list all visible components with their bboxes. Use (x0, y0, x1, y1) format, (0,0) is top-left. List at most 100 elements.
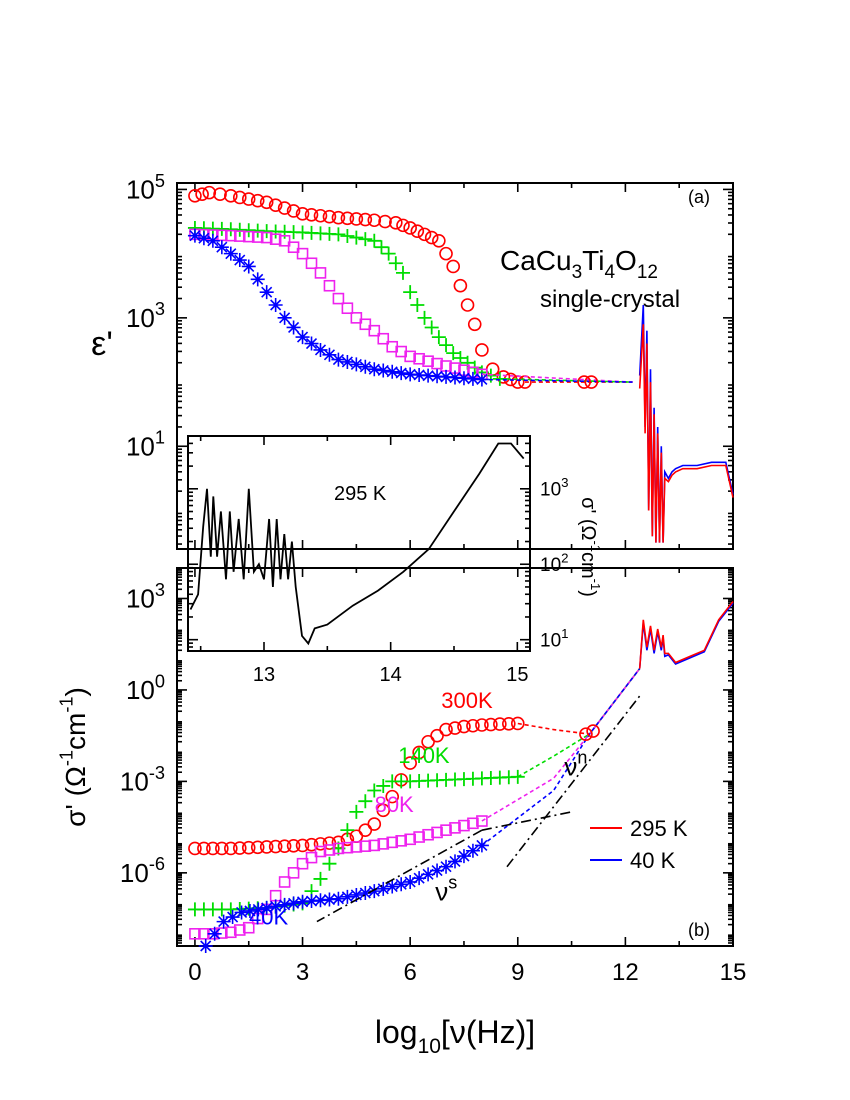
data-point (295, 330, 310, 345)
data-point (377, 332, 390, 345)
data-point (359, 840, 372, 852)
data-point (493, 717, 507, 731)
data-point (466, 718, 480, 733)
data-point (586, 724, 600, 738)
panel-b-y-axis-label: σ' (Ω-1cm-1) (56, 687, 91, 827)
temperature-label: 40K (249, 905, 288, 930)
data-point (232, 190, 247, 205)
data-point (421, 368, 436, 383)
data-point (510, 769, 525, 784)
data-point (277, 897, 292, 912)
data-point (388, 256, 403, 271)
data-point (322, 209, 337, 224)
data-point (350, 841, 363, 853)
data-point (304, 837, 319, 852)
data-point (259, 900, 274, 915)
data-point (313, 893, 328, 908)
data-point (224, 841, 238, 856)
material-formula: CaCu3Ti4O12 (500, 245, 658, 283)
data-point (395, 265, 410, 280)
data-point (232, 841, 247, 855)
data-point (412, 871, 427, 886)
data-point (233, 924, 246, 936)
data-point (389, 216, 403, 230)
data-point (295, 207, 310, 221)
data-point (359, 318, 372, 331)
data-point (287, 241, 300, 254)
temperature-label: 80K (375, 792, 414, 817)
data-point (215, 841, 229, 856)
data-point (367, 884, 382, 899)
extrapolation-line (517, 668, 641, 735)
data-point (403, 874, 418, 889)
data-point (385, 364, 400, 379)
temperature-label: 140K (398, 743, 450, 768)
data-point (439, 246, 453, 261)
data-point (340, 211, 355, 226)
data-point (259, 195, 274, 210)
data-point (367, 783, 382, 798)
panel-b-label: (b) (688, 920, 710, 940)
power-law-label: νs (435, 872, 457, 906)
data-point (368, 324, 381, 337)
data-point (421, 867, 436, 882)
data-point (322, 856, 337, 871)
y-tick-label: 103 (540, 475, 569, 501)
data-point (457, 719, 471, 734)
data-point (250, 272, 265, 287)
data-point (277, 310, 292, 325)
data-point (453, 278, 468, 293)
data-point (207, 926, 222, 941)
data-point (187, 228, 202, 243)
y-tick-label: 100 (126, 671, 165, 705)
data-point (216, 914, 231, 929)
data-point (268, 899, 283, 914)
data-point (476, 815, 488, 827)
material-subtitle: single-crystal (540, 286, 680, 313)
data-point (349, 887, 364, 902)
data-point (332, 292, 345, 305)
data-point (465, 843, 480, 858)
x-axis-label: log10[ν(Hz)] (375, 1014, 535, 1058)
data-point (467, 317, 482, 332)
inset: 13 14 15 103 102 101 295 K σ' (Ω-1cm-1) (187, 435, 603, 686)
data-point (424, 230, 439, 245)
data-point (485, 362, 500, 377)
data-point (214, 240, 229, 255)
data-point (358, 359, 373, 374)
x-tick-label: 12 (612, 959, 639, 986)
data-point (349, 230, 364, 245)
y-tick-label: 101 (540, 626, 569, 652)
data-point (385, 789, 400, 804)
panel-a: 105 103 101 (a) CaCu3Ti4O12 single-crystal… (91, 171, 734, 550)
data-point (340, 823, 355, 838)
data-point (458, 819, 470, 832)
data-point (340, 889, 355, 904)
data-point (260, 231, 273, 244)
data-point (430, 369, 445, 384)
legend: 295 K 40 K (590, 816, 688, 873)
data-point (417, 310, 432, 325)
data-point (242, 921, 255, 934)
data-point (242, 230, 255, 243)
data-point (286, 896, 301, 911)
data-point (404, 833, 416, 846)
optical-curve (638, 601, 734, 669)
temperature-label: 300K (441, 688, 493, 713)
data-point (403, 285, 418, 300)
data-point (304, 894, 319, 909)
data-point (205, 233, 220, 248)
data-point (331, 210, 346, 225)
y-tick-label: 102 (540, 550, 569, 576)
data-point (313, 342, 328, 357)
data-point (412, 367, 427, 382)
data-point (331, 891, 346, 906)
data-point (349, 804, 364, 819)
data-point (579, 727, 593, 741)
data-point (242, 903, 257, 918)
data-point (439, 369, 454, 384)
data-point (304, 207, 319, 222)
inset-y-axis-label: σ' (Ω-1cm-1) (577, 497, 603, 597)
data-point (502, 716, 516, 731)
